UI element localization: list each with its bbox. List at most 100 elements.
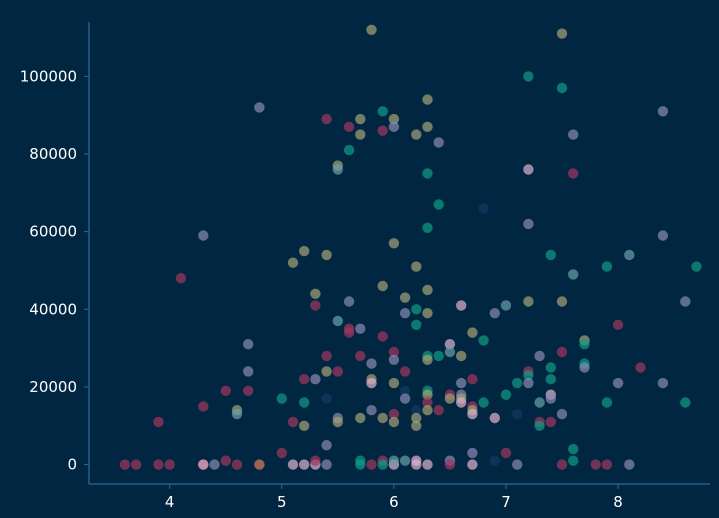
data-point: [422, 459, 433, 470]
data-point: [422, 308, 433, 319]
data-point: [377, 125, 388, 136]
data-point: [568, 455, 579, 466]
x-tick-label: 8: [613, 493, 623, 511]
data-point: [500, 447, 512, 459]
data-point: [399, 366, 411, 377]
data-point: [343, 144, 355, 156]
data-point: [299, 420, 310, 431]
data-point: [523, 218, 534, 230]
data-point: [624, 459, 635, 470]
data-point: [422, 405, 433, 416]
data-point: [467, 374, 478, 385]
data-point: [399, 308, 411, 319]
data-point: [456, 300, 467, 311]
data-point: [399, 455, 411, 466]
data-point: [422, 397, 433, 408]
data-point: [310, 300, 321, 311]
data-point: [321, 350, 332, 362]
data-point: [568, 168, 579, 179]
data-point: [399, 292, 411, 303]
data-point: [579, 339, 590, 350]
data-point: [209, 459, 220, 470]
data-point: [243, 366, 254, 377]
data-point: [433, 199, 444, 210]
y-tick-label: 80000: [29, 145, 77, 163]
data-point: [243, 385, 254, 396]
data-point: [489, 308, 500, 319]
data-point: [590, 459, 601, 470]
data-point: [175, 273, 187, 284]
data-point: [287, 416, 299, 428]
data-point: [467, 459, 478, 470]
data-point: [433, 350, 444, 362]
data-point: [153, 416, 164, 428]
data-point: [680, 296, 691, 307]
y-tick-label: 100000: [20, 67, 77, 85]
data-point: [534, 397, 545, 408]
y-tick-label: 60000: [29, 223, 77, 241]
data-point: [624, 249, 635, 261]
data-point: [467, 408, 478, 420]
data-point: [512, 408, 523, 420]
data-point: [343, 121, 355, 132]
data-point: [399, 393, 411, 404]
data-point: [489, 412, 500, 424]
data-point: [422, 121, 433, 132]
data-point: [321, 366, 332, 377]
data-point: [388, 416, 400, 428]
data-point: [411, 420, 422, 431]
y-tick-label: 40000: [29, 300, 77, 318]
data-point: [299, 374, 310, 385]
data-point: [119, 459, 131, 470]
data-point: [444, 339, 456, 350]
data-point: [231, 459, 243, 470]
x-tick-label: 4: [165, 493, 175, 511]
data-point: [254, 102, 265, 113]
data-point: [691, 261, 702, 272]
data-point: [321, 113, 332, 125]
data-point: [388, 113, 400, 125]
data-point: [512, 377, 523, 389]
data-point: [556, 459, 568, 470]
data-point: [388, 455, 400, 466]
data-point: [556, 296, 568, 307]
data-point: [254, 459, 265, 470]
y-tick-label: 0: [67, 456, 77, 474]
data-point: [332, 366, 343, 377]
data-point: [545, 362, 556, 373]
data-point: [332, 315, 343, 327]
data-point: [478, 335, 489, 346]
data-point: [343, 327, 355, 338]
data-point: [355, 350, 366, 362]
data-point: [276, 447, 287, 459]
data-point: [489, 455, 500, 466]
data-point: [500, 300, 512, 311]
data-point: [545, 249, 556, 261]
data-point: [422, 284, 433, 296]
data-point: [523, 71, 534, 82]
data-point: [601, 459, 613, 470]
data-point: [130, 459, 142, 470]
data-point: [523, 370, 534, 381]
data-point: [411, 304, 422, 315]
data-point: [310, 455, 321, 466]
data-point: [355, 129, 366, 140]
x-tick-label: 5: [277, 493, 287, 511]
data-point: [523, 296, 534, 307]
data-point: [321, 393, 332, 404]
data-point: [556, 408, 568, 420]
data-point: [657, 106, 669, 117]
data-point: [310, 288, 321, 299]
data-point: [444, 459, 456, 470]
data-point: [601, 261, 613, 272]
data-point: [366, 405, 377, 416]
data-point: [422, 168, 433, 179]
data-point: [276, 393, 287, 404]
data-point: [299, 245, 310, 257]
ticks-layer: 4 5 6 7 8 0 20000 40000 60000 80000 100000: [20, 67, 623, 511]
data-point: [377, 280, 388, 292]
data-point: [198, 230, 209, 241]
data-point: [164, 459, 175, 470]
data-point: [433, 137, 444, 148]
